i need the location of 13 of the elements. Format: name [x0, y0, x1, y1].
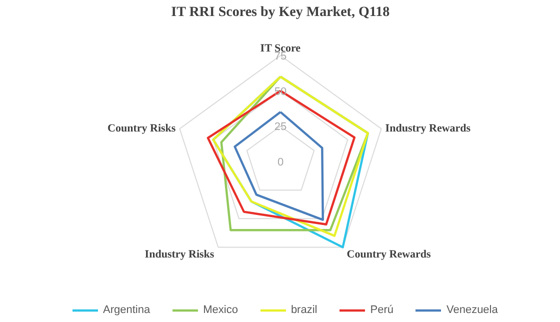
chart-title: IT RRI Scores by Key Market, Q118 [171, 5, 390, 20]
legend-label: Perú [370, 304, 394, 316]
legend-label: Mexico [203, 304, 238, 316]
spoke-label: Country Risks [108, 122, 176, 135]
y-tick-label: 75 [274, 50, 287, 62]
legend-label: brazil [290, 304, 318, 316]
spoke-label: Industry Rewards [385, 122, 472, 135]
y-tick-label: 0 [277, 156, 284, 168]
spoke-label: Industry Risks [144, 248, 215, 260]
spoke-label: Country Rewards [346, 248, 432, 260]
y-tick-label: 25 [274, 121, 287, 134]
legend-label: Argentina [103, 304, 150, 316]
legend-label: Venezuela [446, 304, 498, 316]
